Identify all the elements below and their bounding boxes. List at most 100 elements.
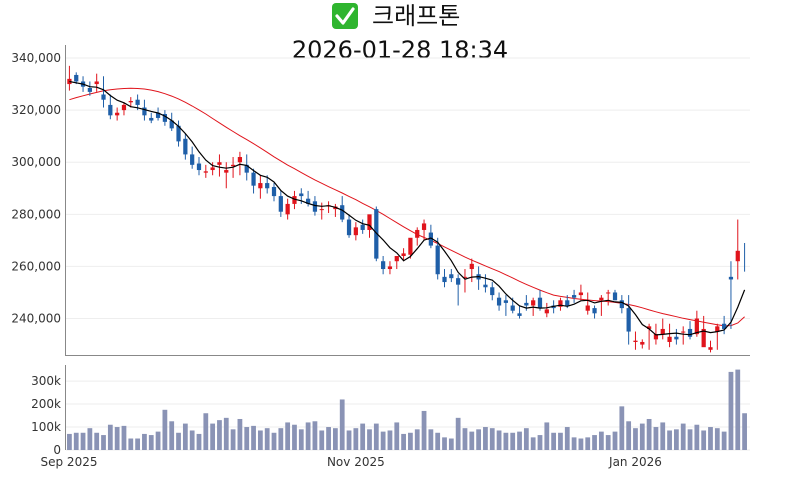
- volume-bar: [633, 428, 638, 450]
- volume-bar: [360, 423, 366, 450]
- candlestick: [681, 326, 686, 345]
- volume-bar: [503, 432, 509, 450]
- candle-body: [115, 112, 120, 116]
- volume-tick-label: 200k: [31, 397, 61, 411]
- volume-bar: [714, 428, 720, 450]
- volume-bar: [373, 423, 379, 450]
- volume-bar: [598, 431, 604, 450]
- candle-body: [462, 276, 468, 278]
- candlestick: [387, 261, 393, 275]
- price-y-axis: 340,000 320,000 300,000 280,000 260,000 240,0…: [11, 51, 61, 326]
- candle-body: [728, 276, 734, 280]
- volume-tick-label: 300k: [31, 374, 61, 388]
- volume-bar: [537, 435, 543, 450]
- candle-body: [640, 341, 645, 345]
- candle-body: [251, 172, 256, 186]
- volume-bar: [619, 406, 625, 450]
- volume-bar: [271, 432, 277, 450]
- volume-bar: [742, 413, 747, 450]
- candlestick: [421, 219, 427, 241]
- candle-body: [606, 292, 611, 294]
- volume-bar: [257, 430, 263, 450]
- volume-bar: [148, 435, 154, 450]
- candle-body: [428, 232, 433, 246]
- candlestick: [585, 292, 590, 315]
- volume-bars: [67, 369, 747, 450]
- volume-bar: [285, 422, 291, 450]
- candlestick: [271, 183, 277, 202]
- candle-body: [387, 266, 393, 270]
- candlestick: [456, 274, 461, 306]
- volume-bar: [489, 428, 495, 450]
- volume-bar: [182, 423, 188, 450]
- candlestick: [190, 146, 195, 169]
- candlestick: [292, 190, 297, 210]
- candlestick: [183, 133, 188, 160]
- candlestick: [367, 214, 372, 238]
- candlestick: [381, 256, 386, 275]
- volume-bar: [592, 435, 597, 450]
- candlestick: [633, 331, 638, 350]
- volume-bar: [469, 431, 475, 450]
- volume-bar: [155, 431, 161, 450]
- candlestick: [217, 154, 222, 177]
- volume-bar: [408, 432, 413, 450]
- candle-body: [135, 99, 140, 105]
- candlestick: [94, 73, 99, 92]
- volume-bar: [107, 424, 113, 450]
- candlestick: [162, 110, 168, 126]
- candlestick: [265, 175, 270, 194]
- x-tick-label: Jan 2026: [608, 455, 662, 469]
- candle-body: [121, 104, 127, 111]
- volume-bar: [708, 427, 713, 450]
- candle-body: [715, 326, 720, 332]
- candlestick: [626, 295, 631, 345]
- candlestick: [278, 190, 283, 217]
- candle-body: [585, 305, 590, 311]
- candle-body: [612, 292, 618, 301]
- candle-body: [169, 120, 174, 129]
- volume-bar: [87, 428, 93, 450]
- candle-body: [735, 250, 740, 262]
- candlestick: [619, 295, 624, 314]
- volume-bar: [380, 431, 386, 450]
- volume-bar: [230, 429, 236, 450]
- candle-body: [258, 183, 263, 189]
- volume-tick-label: 0: [53, 443, 61, 457]
- candlestick: [401, 248, 406, 262]
- candlestick: [442, 269, 447, 288]
- candle-body: [346, 219, 352, 236]
- candle-body: [381, 261, 386, 270]
- candle-body: [162, 114, 168, 122]
- price-tick-label: 320,000: [11, 103, 61, 117]
- volume-bar: [251, 425, 256, 450]
- candle-body: [203, 171, 208, 173]
- volume-bar: [687, 429, 693, 450]
- volume-bar: [667, 430, 672, 450]
- volume-bar: [367, 429, 372, 450]
- candlestick: [346, 214, 352, 238]
- volume-bar: [128, 438, 134, 450]
- moving-average-long-line: [69, 87, 745, 327]
- candlestick: [394, 256, 399, 270]
- volume-bar: [67, 433, 72, 450]
- candlestick: [612, 289, 618, 301]
- candle-body: [278, 196, 283, 212]
- candlestick: [660, 318, 665, 340]
- candlestick: [496, 292, 502, 311]
- price-tick-label: 280,000: [11, 207, 61, 221]
- candle-body: [599, 297, 604, 301]
- candle-body: [305, 198, 311, 204]
- candlestick: [353, 222, 358, 241]
- candle-body: [449, 274, 454, 279]
- volume-bar: [387, 430, 393, 450]
- candlestick: [244, 154, 249, 181]
- candle-body: [626, 308, 631, 332]
- candlestick: [74, 72, 79, 85]
- candle-body: [74, 74, 79, 82]
- volume-panel: 300k 200k 100k 0 Sep 2025 Nov 2025 Jan 2026: [31, 365, 750, 469]
- candlestick: [537, 289, 543, 311]
- timestamp: 2026-01-28 18:34: [292, 36, 508, 64]
- candle-body: [108, 104, 113, 116]
- candlestick: [128, 97, 133, 108]
